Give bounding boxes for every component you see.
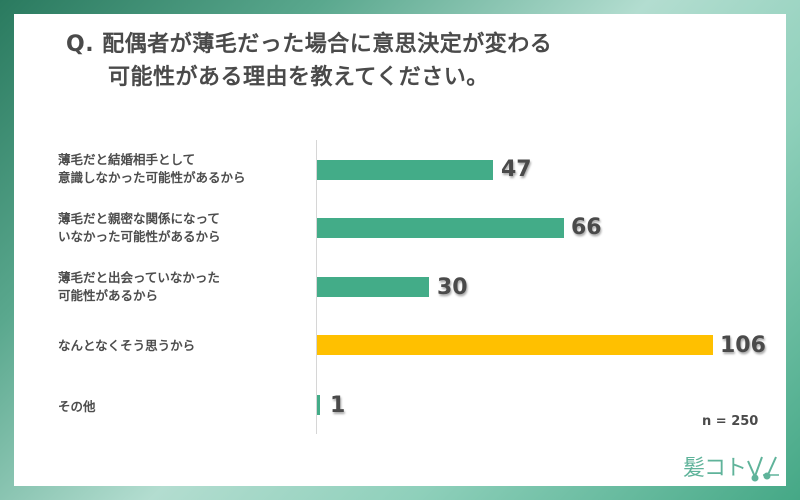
bar-3	[317, 277, 429, 297]
bar-4-highlight	[317, 335, 713, 355]
value-label-1: 47	[501, 157, 532, 182]
label-line: 可能性があるから	[58, 288, 159, 303]
label-line: 薄毛だと親密な関係になって	[58, 211, 220, 226]
label-line: 意識しなかった可能性があるから	[58, 170, 246, 185]
logo-text: 髪コト	[683, 456, 747, 481]
label-line: なんとなくそう思うから	[58, 338, 196, 353]
category-label-1: 薄毛だと結婚相手として 意識しなかった可能性があるから	[58, 151, 246, 187]
value-label-5: 1	[330, 393, 346, 418]
category-label-2: 薄毛だと親密な関係になって いなかった可能性があるから	[58, 210, 221, 246]
brand-logo: 髪コト	[683, 450, 780, 483]
category-label-5: その他	[58, 398, 96, 416]
title-line-1: Q. 配偶者が薄毛だった場合に意思決定が変わる	[66, 32, 553, 57]
category-label-4: なんとなくそう思うから	[58, 337, 195, 355]
value-label-3: 30	[437, 275, 468, 300]
label-line: 薄毛だと結婚相手として	[58, 152, 196, 167]
sample-size: n = 250	[702, 414, 759, 429]
chart-title: Q. 配偶者が薄毛だった場合に意思決定が変わる 可能性がある理由を教えてください…	[66, 28, 552, 94]
value-label-4: 106	[720, 333, 766, 358]
chart-panel	[14, 14, 786, 486]
category-axis	[316, 140, 317, 434]
label-line: 薄毛だと出会っていなかった	[58, 270, 220, 285]
bar-5	[317, 395, 320, 415]
category-label-3: 薄毛だと出会っていなかった 可能性があるから	[58, 269, 220, 305]
label-line: その他	[58, 399, 96, 414]
bar-1	[317, 160, 493, 180]
hair-icon	[747, 456, 780, 482]
bar-2	[317, 218, 564, 238]
value-label-2: 66	[571, 215, 602, 240]
label-line: いなかった可能性があるから	[58, 229, 221, 244]
title-line-2: 可能性がある理由を教えてください。	[108, 65, 489, 90]
